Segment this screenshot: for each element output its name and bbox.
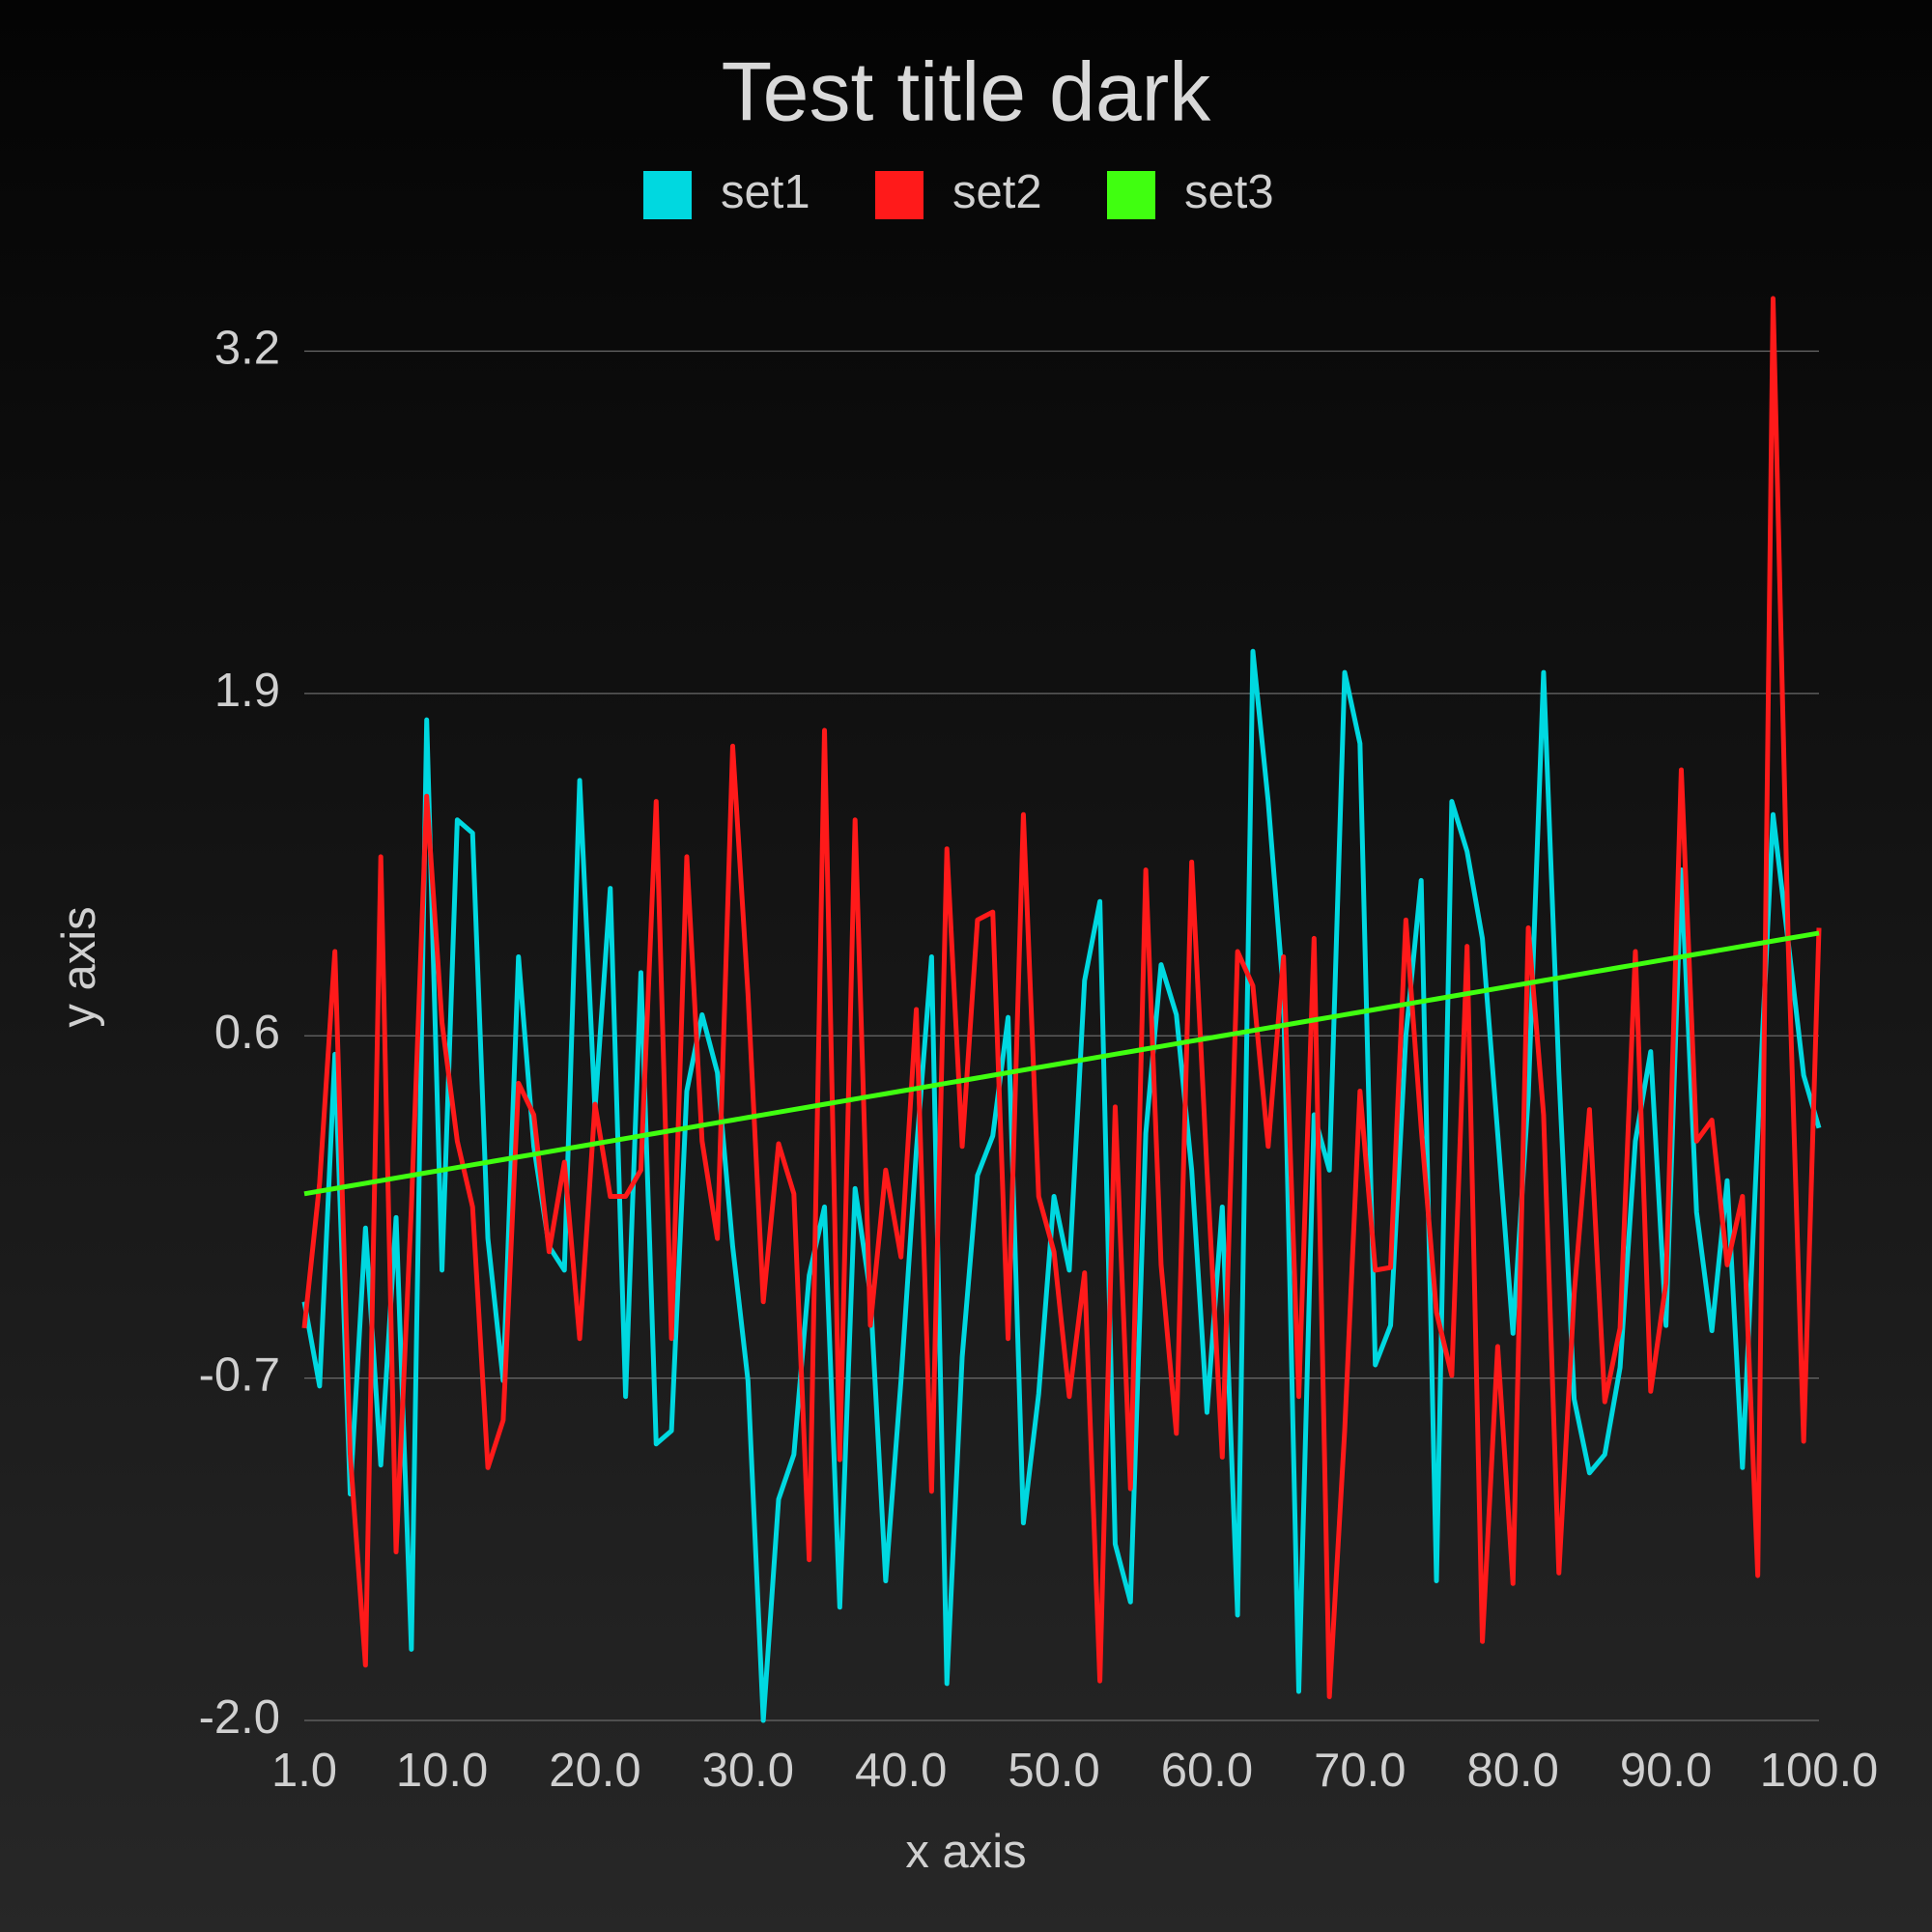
x-axis-label: x axis [905, 1826, 1026, 1878]
x-tick-label: 100.0 [1760, 1745, 1879, 1797]
y-tick-label: -0.7 [199, 1350, 280, 1402]
x-tick-label: 20.0 [549, 1745, 640, 1797]
y-tick-label: 1.9 [214, 665, 280, 717]
line-series [301, 296, 1822, 1699]
x-tick-label: 50.0 [1008, 1745, 1099, 1797]
x-tick-label: 40.0 [855, 1745, 947, 1797]
line-series [303, 930, 1820, 1197]
legend-swatch [1107, 171, 1155, 219]
y-tick-label: 0.6 [214, 1007, 280, 1059]
x-tick-label: 30.0 [702, 1745, 794, 1797]
line-series [301, 648, 1822, 1723]
y-tick-label: -2.0 [199, 1691, 280, 1744]
y-tick-label: 3.2 [214, 322, 280, 374]
x-tick-label: 90.0 [1620, 1745, 1712, 1797]
chart-title: Test title dark [722, 46, 1212, 139]
x-tick-label: 80.0 [1467, 1745, 1559, 1797]
x-tick-label: 60.0 [1161, 1745, 1253, 1797]
legend-label: set1 [721, 166, 810, 218]
legend-swatch [643, 171, 692, 219]
legend-label: set3 [1184, 166, 1274, 218]
x-tick-label: 10.0 [396, 1745, 488, 1797]
y-axis-label: y axis [53, 906, 105, 1027]
x-tick-label: 1.0 [271, 1745, 337, 1797]
legend-swatch [875, 171, 923, 219]
x-tick-label: 70.0 [1314, 1745, 1406, 1797]
legend-label: set2 [952, 166, 1042, 218]
